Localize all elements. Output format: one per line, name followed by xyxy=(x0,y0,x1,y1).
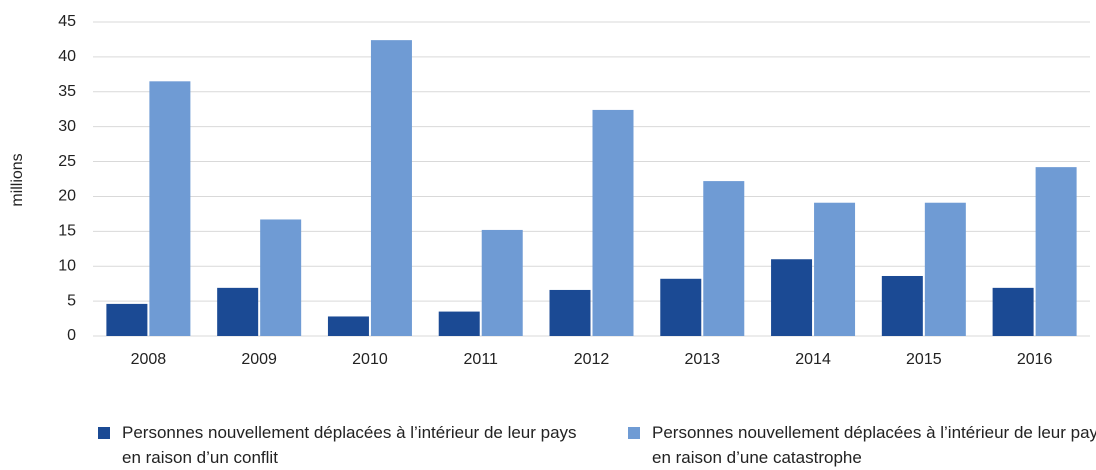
bar xyxy=(217,287,259,336)
y-axis-label: millions xyxy=(9,153,26,206)
legend-item: Personnes nouvellement déplacées à l’int… xyxy=(98,420,582,470)
y-tick-label: 10 xyxy=(58,257,76,274)
bar xyxy=(771,259,813,336)
bar xyxy=(992,287,1034,336)
y-tick-label: 25 xyxy=(58,153,76,170)
bar xyxy=(327,316,369,336)
x-tick-label: 2011 xyxy=(464,351,499,368)
bar xyxy=(924,202,966,336)
y-tick-label: 35 xyxy=(58,83,76,100)
legend-swatch xyxy=(98,427,110,439)
bar xyxy=(149,81,191,336)
y-tick-label: 30 xyxy=(58,118,76,135)
bar xyxy=(106,303,148,336)
legend-item: Personnes nouvellement déplacées à l’int… xyxy=(628,420,1096,470)
bar xyxy=(370,40,412,337)
bar xyxy=(814,202,856,336)
bar xyxy=(703,181,745,336)
y-tick-label: 20 xyxy=(58,188,76,205)
bar xyxy=(881,275,923,336)
x-tick-label: 2013 xyxy=(684,351,720,368)
legend-label: Personnes nouvellement déplacées à l’int… xyxy=(122,423,577,467)
bar xyxy=(260,219,302,336)
y-tick-label: 45 xyxy=(58,13,76,30)
y-tick-label: 15 xyxy=(58,223,76,240)
x-tick-label: 2016 xyxy=(1017,351,1053,368)
bar xyxy=(660,278,702,336)
x-tick-label: 2012 xyxy=(574,351,610,368)
x-tick-label: 2009 xyxy=(241,351,277,368)
legend-swatch xyxy=(628,427,640,439)
x-tick-label: 2010 xyxy=(352,351,388,368)
x-tick-label: 2008 xyxy=(131,351,167,368)
bar xyxy=(481,229,523,336)
bar xyxy=(549,289,591,336)
bar xyxy=(1035,167,1077,336)
y-tick-label: 0 xyxy=(67,327,76,344)
y-tick-label: 40 xyxy=(58,48,76,65)
x-tick-label: 2014 xyxy=(795,351,831,368)
bar xyxy=(592,109,634,336)
legend-label: Personnes nouvellement déplacées à l’int… xyxy=(652,423,1096,467)
chart: millions 0 5 10 15 20 25 30 35 40 45 2008 2009 2010 2… xyxy=(9,13,1090,368)
bar xyxy=(438,311,480,336)
x-tick-label: 2015 xyxy=(906,351,942,368)
y-tick-label: 5 xyxy=(67,292,76,309)
